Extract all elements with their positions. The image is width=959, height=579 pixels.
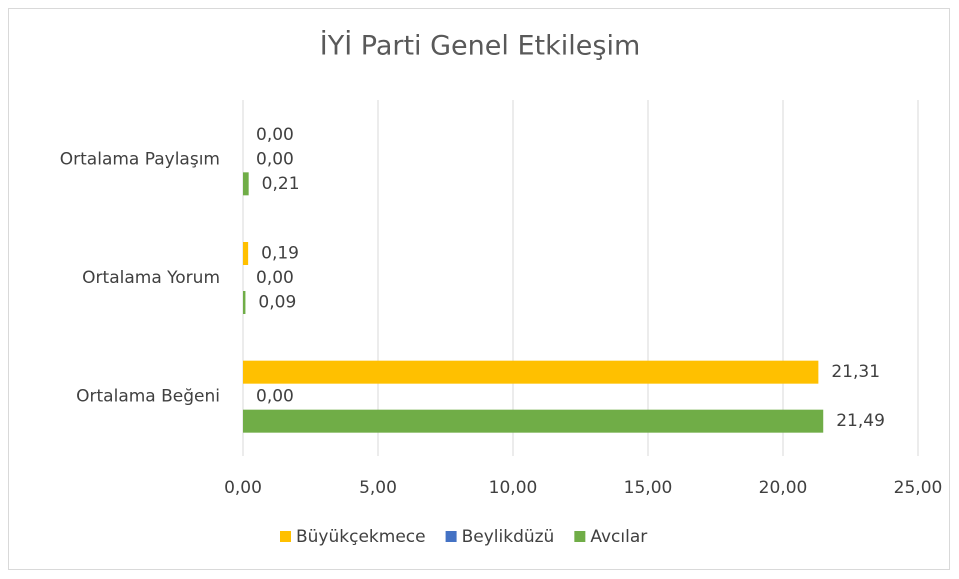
value-label: 0,19 bbox=[261, 244, 299, 264]
bar bbox=[243, 242, 249, 265]
x-tick-label: 20,00 bbox=[759, 478, 808, 498]
value-label: 0,00 bbox=[256, 268, 294, 288]
y-tick-label: Ortalama Beğeni bbox=[76, 387, 220, 407]
x-tick-label: 10,00 bbox=[489, 478, 538, 498]
value-label: 0,09 bbox=[258, 293, 296, 313]
x-tick-label: 15,00 bbox=[624, 478, 673, 498]
legend-label: Beylikdüzü bbox=[462, 527, 555, 547]
value-label: 21,49 bbox=[836, 411, 885, 431]
value-label: 0,00 bbox=[256, 125, 294, 145]
x-tick-label: 25,00 bbox=[894, 478, 943, 498]
legend-swatch bbox=[574, 531, 586, 542]
y-tick-label: Ortalama Yorum bbox=[82, 268, 220, 288]
bar bbox=[243, 172, 249, 196]
legend-swatch bbox=[445, 531, 457, 542]
x-tick-label: 5,00 bbox=[359, 478, 397, 498]
value-label: 0,21 bbox=[262, 174, 300, 194]
legend-swatch bbox=[280, 531, 291, 542]
chart-frame bbox=[8, 8, 950, 570]
bar bbox=[243, 291, 246, 314]
chart-title: İYİ Parti Genel Etkileşim bbox=[320, 30, 641, 62]
legend-label: Avcılar bbox=[590, 527, 647, 547]
bar bbox=[243, 409, 824, 433]
bar bbox=[243, 360, 819, 384]
y-tick-label: Ortalama Paylaşım bbox=[60, 149, 220, 169]
value-label: 0,00 bbox=[256, 149, 294, 169]
value-label: 21,31 bbox=[831, 362, 880, 382]
value-label: 0,00 bbox=[256, 387, 294, 407]
legend-label: Büyükçekmece bbox=[296, 527, 426, 547]
x-tick-label: 0,00 bbox=[224, 478, 262, 498]
